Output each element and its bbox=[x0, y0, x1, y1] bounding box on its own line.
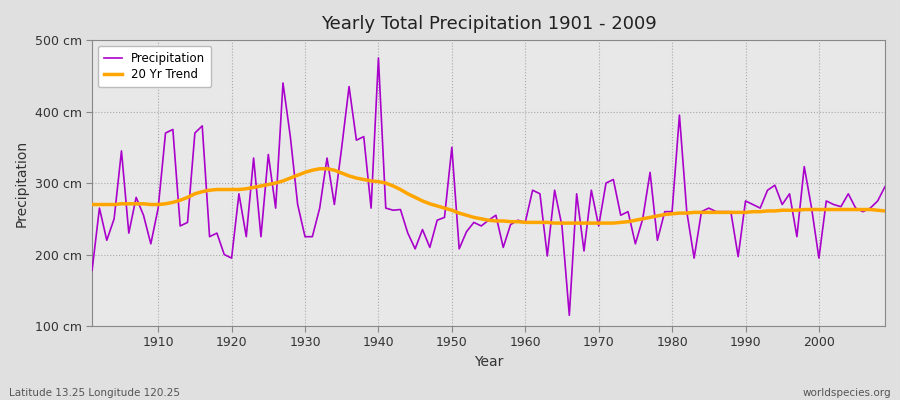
Precipitation bbox=[307, 234, 318, 239]
Precipitation bbox=[527, 188, 538, 193]
Title: Yearly Total Precipitation 1901 - 2009: Yearly Total Precipitation 1901 - 2009 bbox=[320, 15, 656, 33]
Precipitation bbox=[879, 184, 890, 189]
20 Yr Trend bbox=[623, 219, 634, 224]
20 Yr Trend bbox=[520, 220, 531, 225]
Precipitation bbox=[623, 209, 634, 214]
20 Yr Trend bbox=[527, 220, 538, 225]
20 Yr Trend bbox=[879, 208, 890, 213]
Legend: Precipitation, 20 Yr Trend: Precipitation, 20 Yr Trend bbox=[98, 46, 212, 87]
20 Yr Trend bbox=[358, 177, 369, 182]
Precipitation bbox=[564, 313, 575, 318]
20 Yr Trend bbox=[307, 168, 318, 173]
Precipitation bbox=[520, 220, 531, 225]
20 Yr Trend bbox=[549, 221, 560, 226]
Text: Latitude 13.25 Longitude 120.25: Latitude 13.25 Longitude 120.25 bbox=[9, 388, 180, 398]
Precipitation bbox=[351, 138, 362, 142]
X-axis label: Year: Year bbox=[474, 355, 503, 369]
Text: worldspecies.org: worldspecies.org bbox=[803, 388, 891, 398]
Precipitation bbox=[373, 56, 383, 60]
20 Yr Trend bbox=[86, 202, 97, 207]
20 Yr Trend bbox=[146, 202, 157, 207]
Line: 20 Yr Trend: 20 Yr Trend bbox=[92, 169, 885, 223]
Precipitation bbox=[86, 268, 97, 273]
20 Yr Trend bbox=[314, 166, 325, 171]
Line: Precipitation: Precipitation bbox=[92, 58, 885, 315]
Precipitation bbox=[146, 242, 157, 246]
Y-axis label: Precipitation: Precipitation bbox=[15, 140, 29, 227]
